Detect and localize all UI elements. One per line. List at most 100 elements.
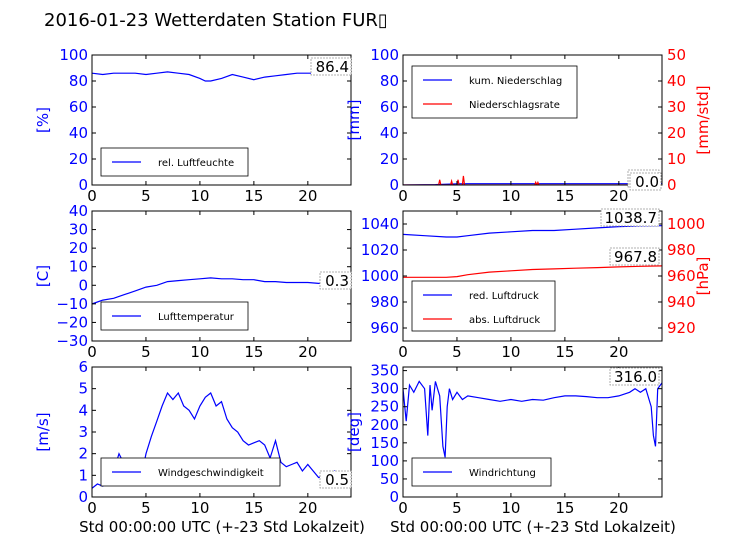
current-value-box	[319, 470, 352, 489]
y-tick-label: 0	[78, 276, 88, 294]
x-tick-label: 10	[190, 499, 209, 517]
y-tick-label: 960	[370, 319, 399, 337]
legend-label: Lufttemperatur	[158, 312, 235, 323]
y-axis-label: [mm]	[345, 100, 363, 141]
chart-panel-pressure: 0 5 10 15 20 960 980 1000 1020 1040 920 940 960 980 10…	[361, 208, 712, 361]
x-tick-label: 10	[190, 187, 209, 205]
x-tick-label: 15	[244, 343, 263, 361]
y-tick-label: 30	[69, 221, 88, 239]
y-tick-label: 100	[59, 46, 88, 64]
y2-tick-label: 10	[667, 150, 686, 168]
x-tick-label: 10	[190, 343, 209, 361]
y-tick-label: −20	[56, 313, 88, 331]
y-tick-label: 0	[389, 176, 399, 194]
y-tick-label: 40	[380, 124, 399, 142]
x-tick-label: 20	[298, 499, 317, 517]
series-line-winddirection-0	[403, 380, 662, 458]
y-tick-label: 1	[78, 466, 88, 484]
chart-panel-precipitation: 0 5 10 15 20 0 20 40 60 80 100 0 10 20 30 40 50 [mm/std] […	[345, 46, 712, 205]
x-tick-label: 20	[609, 343, 628, 361]
y-tick-label: 20	[380, 150, 399, 168]
y-tick-label: 150	[370, 434, 399, 452]
y-tick-label: 20	[69, 239, 88, 257]
y2-tick-label: 980	[667, 241, 696, 259]
x-tick-label: 0	[398, 343, 408, 361]
current-value-box	[600, 208, 660, 227]
axes-frame-precipitation	[402, 54, 663, 186]
x-tick-label: 0	[398, 499, 408, 517]
y2-axis-label: [hPa]	[694, 257, 712, 296]
y-tick-label: 0	[78, 176, 88, 194]
x-tick-label: 15	[555, 343, 574, 361]
y2-tick-label: 50	[667, 46, 686, 64]
y-tick-label: 1040	[361, 215, 399, 233]
y-tick-label: 250	[370, 398, 399, 416]
chart-panel-humidity: 0 5 10 15 20 0 20 40 60 80 100 [%] 86.4 rel. Luftfeuc…	[34, 46, 352, 205]
y-tick-label: 20	[69, 150, 88, 168]
y2-tick-label: 920	[667, 319, 696, 337]
y2-tick-label: 0	[667, 176, 677, 194]
y-tick-label: 300	[370, 380, 399, 398]
y-tick-label: 0	[78, 488, 88, 506]
y-tick-label: 40	[69, 202, 88, 220]
current-value-2-box	[629, 172, 662, 191]
legend-label: Windgeschwindigkeit	[158, 468, 264, 479]
x-tick-label: 5	[452, 187, 462, 205]
current-value: 1038.7	[605, 209, 658, 227]
legend-label: Windrichtung	[469, 468, 536, 479]
axes-frame-humidity	[91, 54, 352, 186]
series-line-precipitation-1	[403, 175, 662, 185]
y-tick-label: 6	[78, 358, 88, 376]
y-tick-label: 200	[370, 416, 399, 434]
figure-title: 2016-01-23 Wetterdaten Station FUR▯	[44, 10, 388, 31]
legend-box	[411, 280, 556, 332]
y-tick-label: 50	[380, 470, 399, 488]
x-tick-label: 5	[141, 187, 151, 205]
y-axis-label: [deg]	[345, 412, 363, 452]
current-value-2: 0.0	[635, 173, 659, 191]
y-tick-label: 60	[69, 98, 88, 116]
y2-tick-label: 20	[667, 124, 686, 142]
y2-tick-label: 940	[667, 293, 696, 311]
series-line-pressure-0	[403, 225, 662, 238]
y-tick-label: 4	[78, 401, 88, 419]
legend-label: rel. Luftfeuchte	[158, 158, 234, 169]
current-value: 316.0	[614, 368, 657, 386]
legend-winddirection: Windrichtung	[411, 457, 552, 487]
x-tick-label: 20	[298, 187, 317, 205]
legend-windspeed: Windgeschwindigkeit	[100, 457, 281, 487]
legend-temperature: Lufttemperatur	[100, 301, 249, 331]
x-tick-label: 5	[452, 499, 462, 517]
y-tick-label: 3	[78, 423, 88, 441]
x-tick-label: 5	[141, 499, 151, 517]
y-tick-label: −10	[56, 295, 88, 313]
x-tick-label: 5	[452, 343, 462, 361]
y-tick-label: 80	[69, 72, 88, 90]
legend-box	[100, 147, 249, 177]
series-line-pressure-1	[403, 265, 662, 278]
legend-humidity: rel. Luftfeuchte	[100, 147, 249, 177]
legend-label: kum. Niederschlag	[469, 76, 562, 87]
x-tick-label: 20	[298, 343, 317, 361]
y-tick-label: 40	[69, 124, 88, 142]
y-tick-label: 980	[370, 293, 399, 311]
legend-precipitation: kum. Niederschlag Niederschlagsrate	[411, 65, 578, 119]
x-tick-label: 20	[609, 187, 628, 205]
y-tick-label: 80	[380, 72, 399, 90]
y-tick-label: 1000	[361, 267, 399, 285]
legend-label: red. Luftdruck	[469, 291, 539, 302]
y-tick-label: −30	[56, 332, 88, 350]
legend-pressure: red. Luftdruck abs. Luftdruck	[411, 280, 556, 332]
chart-panel-windspeed: 0 5 10 15 20 0 1 2 3 4 5 6 [m/s] 0.5 Windgeschwindigke…	[34, 358, 352, 517]
current-value: 0.5	[325, 471, 349, 489]
y2-tick-label: 960	[667, 267, 696, 285]
y-axis-label: [m/s]	[34, 412, 52, 451]
y2-tick-label: 1000	[667, 215, 705, 233]
y-tick-label: 5	[78, 380, 88, 398]
x-tick-label: 0	[87, 343, 97, 361]
y-axis-label: [%]	[34, 107, 52, 133]
x-tick-label: 5	[141, 343, 151, 361]
y2-tick-label: 40	[667, 72, 686, 90]
current-value-2-box	[609, 247, 660, 266]
